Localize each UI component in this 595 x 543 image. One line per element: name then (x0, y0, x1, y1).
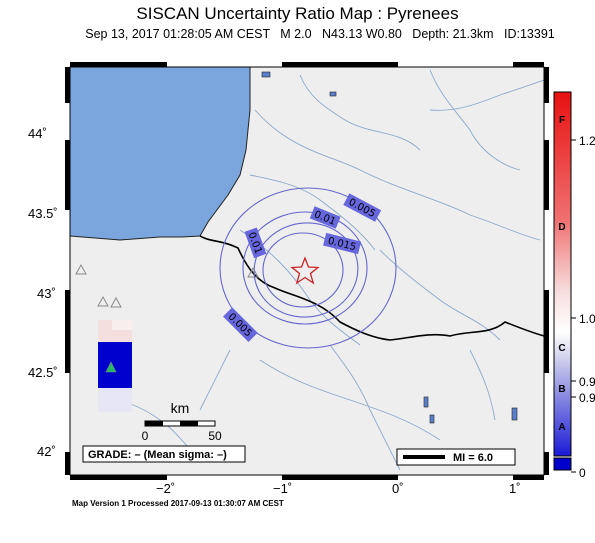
lat-tick-label: 42.5˚ (28, 365, 58, 380)
lon-tick-label: −2˚ (156, 481, 175, 496)
map-title: SISCAN Uncertainty Ratio Map : Pyrenees (136, 4, 459, 23)
svg-text:B: B (558, 384, 565, 395)
svg-text:50: 50 (208, 429, 222, 443)
svg-text:1.0: 1.0 (579, 312, 595, 326)
svg-text:0.9: 0.9 (579, 375, 595, 389)
svg-text:A: A (558, 422, 565, 433)
sea-area (70, 67, 251, 241)
lat-tick-label: 43˚ (37, 286, 56, 301)
lon-tick-label: −1˚ (273, 481, 292, 496)
svg-text:D: D (558, 222, 565, 233)
svg-text:1.2: 1.2 (579, 134, 595, 148)
lat-tick-label: 43.5˚ (28, 206, 58, 221)
grade-box: GRADE: – (Mean sigma: –) (82, 445, 246, 463)
mi-box: MI = 6.0 (396, 448, 516, 466)
stations (75, 263, 259, 308)
svg-text:GRADE: – (Mean sigma: –): GRADE: – (Mean sigma: –) (88, 449, 227, 461)
lakes (261, 71, 518, 424)
lat-tick-label: 44˚ (28, 126, 47, 141)
colorbar: F D C B A 1.2 1.0 0.9 0.9 0 (553, 91, 595, 480)
uncertainty-contours (219, 187, 397, 349)
map-subtitle: Sep 13, 2017 01:28:05 AM CEST M 2.0 N43.… (85, 27, 555, 41)
svg-text:km: km (171, 400, 190, 416)
svg-text:0.9: 0.9 (579, 391, 595, 405)
svg-text:0: 0 (142, 429, 149, 443)
scale-bar: km 0 50 (142, 400, 222, 443)
lon-tick-label: 1˚ (509, 481, 521, 496)
processing-footer: Map Version 1 Processed 2017-09-13 01:30… (72, 499, 284, 508)
svg-text:F: F (559, 115, 565, 126)
star-icon (290, 256, 320, 285)
lat-tick-label: 42˚ (37, 444, 56, 459)
svg-text:MI = 6.0: MI = 6.0 (453, 452, 493, 464)
lon-tick-label: 0˚ (392, 481, 404, 496)
svg-text:C: C (558, 343, 565, 354)
uncertainty-pixels (98, 320, 132, 412)
map-frame (65, 62, 549, 480)
rivers (99, 69, 544, 471)
svg-text:0: 0 (579, 466, 586, 480)
